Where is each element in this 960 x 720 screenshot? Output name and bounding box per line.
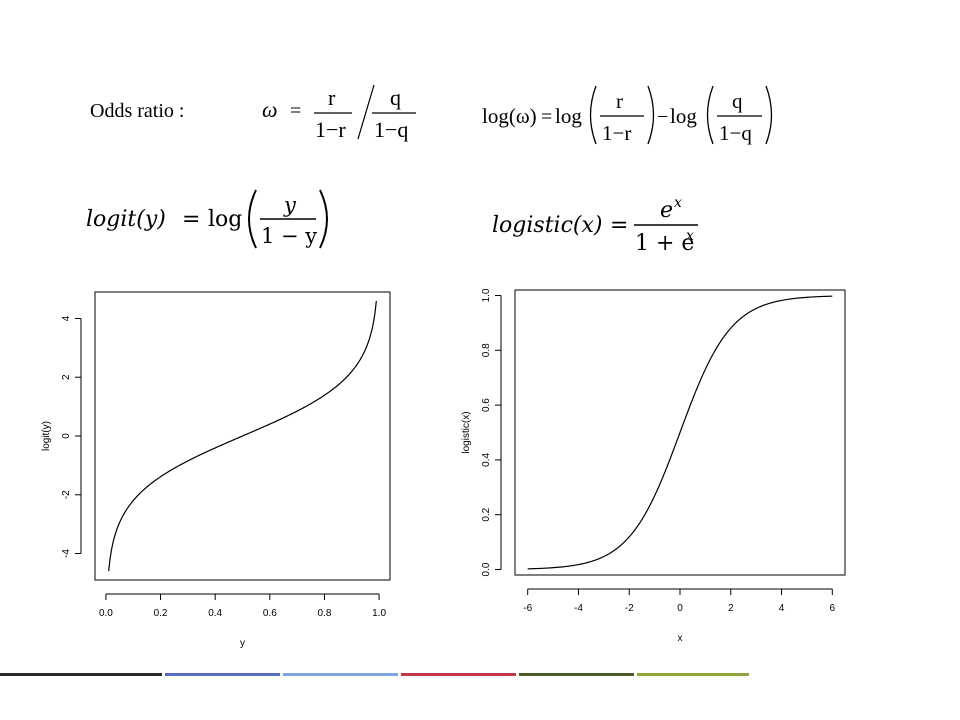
x-tick-label: 2 bbox=[728, 603, 734, 614]
x-axis: 0.0 0.2 0.4 0.6 0.8 1.0 y bbox=[99, 593, 386, 649]
y-tick-label: 0.4 bbox=[481, 453, 492, 467]
x-tick-label: -2 bbox=[625, 603, 634, 614]
series-line bbox=[527, 295, 833, 570]
x-tick-label: 0.0 bbox=[99, 608, 113, 619]
log-omega-minus: − bbox=[657, 106, 668, 128]
logistic-eq: = bbox=[610, 213, 628, 238]
x-tick-label: 0.8 bbox=[317, 608, 331, 619]
y-tick-label: 0.6 bbox=[481, 398, 492, 412]
y-axis: -4 -2 0 2 4 logit(y) bbox=[41, 315, 82, 558]
omega-formula: ω = r 1−r q 1−q bbox=[262, 84, 416, 142]
y-tick-label: 0.8 bbox=[481, 343, 492, 357]
x-tick-label: 0.6 bbox=[263, 608, 277, 619]
logit-lhs: logit(y) bbox=[86, 207, 166, 232]
x-tick-label: -6 bbox=[523, 603, 532, 614]
log-omega-log2: log bbox=[670, 104, 697, 128]
logit-den: 1 − y bbox=[261, 224, 317, 248]
y-tick-label: 0 bbox=[61, 433, 72, 439]
omega-eq: = bbox=[290, 100, 301, 122]
logit-formula: logit(y) = log y 1 − y bbox=[86, 189, 328, 249]
bottom-bar-segment bbox=[637, 673, 749, 676]
omega-symbol: ω bbox=[262, 97, 278, 122]
bottom-bar-segment bbox=[519, 673, 634, 676]
x-tick-label: 0.4 bbox=[208, 608, 222, 619]
logit-log: log bbox=[208, 207, 242, 232]
x-tick-label: 4 bbox=[779, 603, 785, 614]
omega-r: r bbox=[328, 85, 336, 110]
x-tick-label: 0 bbox=[677, 603, 683, 614]
y-axis-label: logistic(x) bbox=[461, 411, 472, 453]
plot-frame bbox=[94, 291, 391, 581]
y-tick-label: 2 bbox=[61, 374, 72, 380]
x-tick-label: 1.0 bbox=[372, 608, 386, 619]
log-omega-one-minus-r: 1−r bbox=[602, 121, 631, 145]
logistic-lhs: logistic(x) bbox=[492, 213, 602, 238]
x-tick-label: 0.2 bbox=[154, 608, 168, 619]
y-tick-label: 0.2 bbox=[481, 507, 492, 521]
log-omega-r: r bbox=[616, 89, 623, 113]
y-axis-label: logit(y) bbox=[41, 421, 52, 451]
y-axis: 0.0 0.2 0.4 0.6 0.8 1.0 logistic(x) bbox=[461, 288, 502, 576]
omega-q: q bbox=[390, 85, 401, 110]
logistic-den: 1 + e bbox=[635, 231, 694, 254]
x-axis: -6 -4 -2 0 2 4 6 x bbox=[523, 588, 836, 644]
x-axis-label: x bbox=[678, 633, 683, 644]
logistic-den-exp: x bbox=[686, 228, 694, 244]
logistic-formula: logistic(x) = e x 1 + e x bbox=[492, 195, 698, 254]
logistic-chart: -6 -4 -2 0 2 4 6 x 0.0 0.2 0.4 0.6 0.8 1.0 logistic(x) bbox=[461, 288, 846, 644]
series-line bbox=[108, 300, 377, 572]
y-tick-label: -4 bbox=[61, 549, 72, 558]
odds-ratio-label: Odds ratio : bbox=[90, 100, 185, 122]
log-omega-lhs: log(ω) bbox=[482, 104, 537, 128]
log-omega-q: q bbox=[732, 89, 743, 113]
plot-frame bbox=[514, 289, 846, 576]
bottom-bar-segment bbox=[401, 673, 516, 676]
y-tick-label: 1.0 bbox=[481, 288, 492, 302]
x-tick-label: 6 bbox=[830, 603, 836, 614]
logit-chart: 0.0 0.2 0.4 0.6 0.8 1.0 y -4 -2 0 2 4 logit(y) bbox=[41, 291, 391, 649]
x-axis-label: y bbox=[240, 638, 245, 649]
y-tick-label: 4 bbox=[61, 315, 72, 321]
x-tick-label: -4 bbox=[574, 603, 583, 614]
log-omega-log1: log bbox=[555, 104, 582, 128]
log-omega-eq: = bbox=[541, 106, 552, 128]
omega-one-minus-r: 1−r bbox=[315, 117, 346, 142]
bottom-bar-segment bbox=[165, 673, 280, 676]
logit-num: y bbox=[283, 193, 297, 217]
omega-one-minus-q: 1−q bbox=[374, 117, 408, 142]
logit-eq: = bbox=[182, 207, 200, 232]
y-tick-label: -2 bbox=[61, 490, 72, 499]
y-tick-label: 0.0 bbox=[481, 562, 492, 576]
log-omega-one-minus-q: 1−q bbox=[719, 121, 752, 145]
bottom-bar-segment bbox=[0, 673, 162, 676]
logistic-num-exp: x bbox=[674, 195, 682, 211]
bottom-bar-segment bbox=[283, 673, 398, 676]
logistic-num: e bbox=[660, 198, 673, 223]
log-omega-formula: log(ω) = log r 1−r − log q 1−q bbox=[482, 85, 773, 145]
